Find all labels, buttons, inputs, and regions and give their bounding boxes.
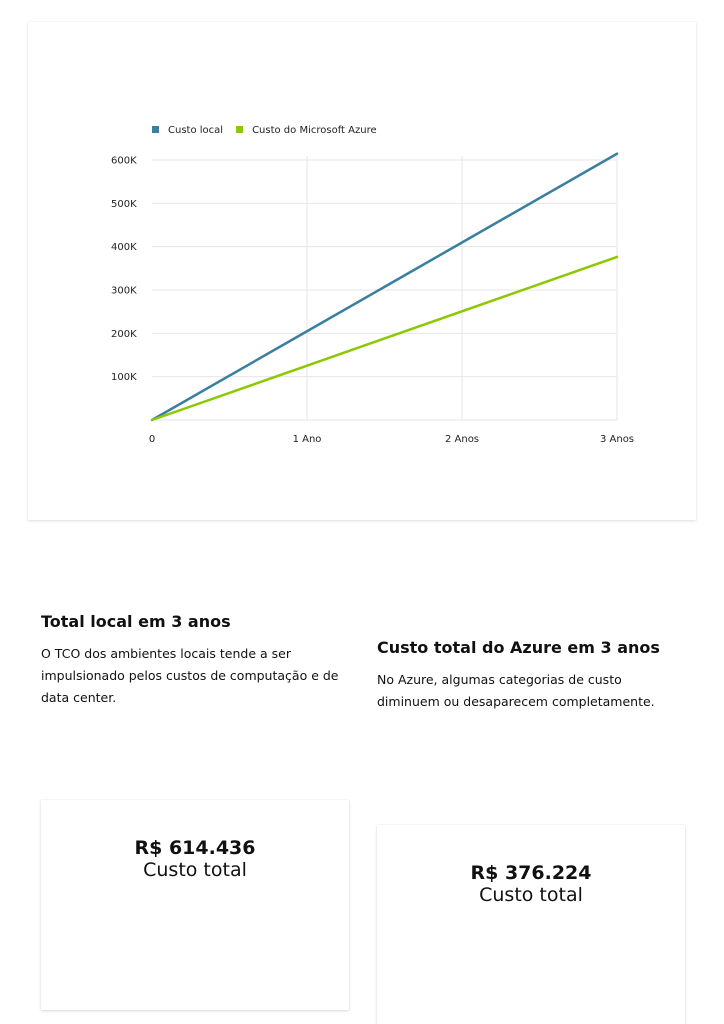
local-summary-description: O TCO dos ambientes locais tende a ser i… (41, 646, 339, 705)
local-summary-section: Total local em 3 anos O TCO dos ambiente… (41, 612, 357, 709)
y-tick-label: 100K (111, 372, 137, 383)
cost-line-chart: 100K 200K 300K 400K 500K 600K 0 1 Ano 2 Anos 3 An… (111, 125, 634, 445)
local-total-cost-label: Custo total (143, 859, 247, 881)
series-line-azure (150, 255, 619, 422)
legend-label-azure: Custo do Microsoft Azure (252, 125, 377, 136)
y-tick-label: 200K (111, 329, 137, 340)
y-tick-label: 600K (111, 156, 137, 167)
y-tick-label: 500K (111, 199, 137, 210)
x-tick-label: 3 Anos (600, 434, 634, 445)
local-total-cost-card: R$ 614.436 Custo total (41, 800, 349, 1010)
x-tick-label: 2 Anos (445, 434, 479, 445)
x-tick-label: 1 Ano (293, 434, 322, 445)
cost-chart-card: 100K 200K 300K 400K 500K 600K 0 1 Ano 2 Anos 3 An… (28, 22, 696, 520)
azure-summary-heading: Custo total do Azure em 3 anos (377, 638, 660, 657)
azure-total-cost-amount: R$ 376.224 (470, 862, 592, 884)
azure-summary-section: Custo total do Azure em 3 anos No Azure,… (377, 638, 677, 713)
y-tick-label: 300K (111, 286, 137, 297)
y-tick-label: 400K (111, 242, 137, 253)
azure-summary-description: No Azure, algumas categorias de custo di… (377, 672, 655, 709)
legend-swatch-azure (236, 126, 244, 133)
legend-swatch-local (152, 126, 159, 133)
local-summary-heading: Total local em 3 anos (41, 612, 231, 631)
local-total-cost-amount: R$ 614.436 (134, 837, 256, 859)
legend-label-local: Custo local (168, 125, 223, 136)
azure-total-cost-card: R$ 376.224 Custo total (377, 825, 685, 1024)
azure-total-cost-label: Custo total (479, 884, 583, 906)
series-line-local (150, 152, 619, 422)
x-tick-label: 0 (149, 434, 155, 445)
